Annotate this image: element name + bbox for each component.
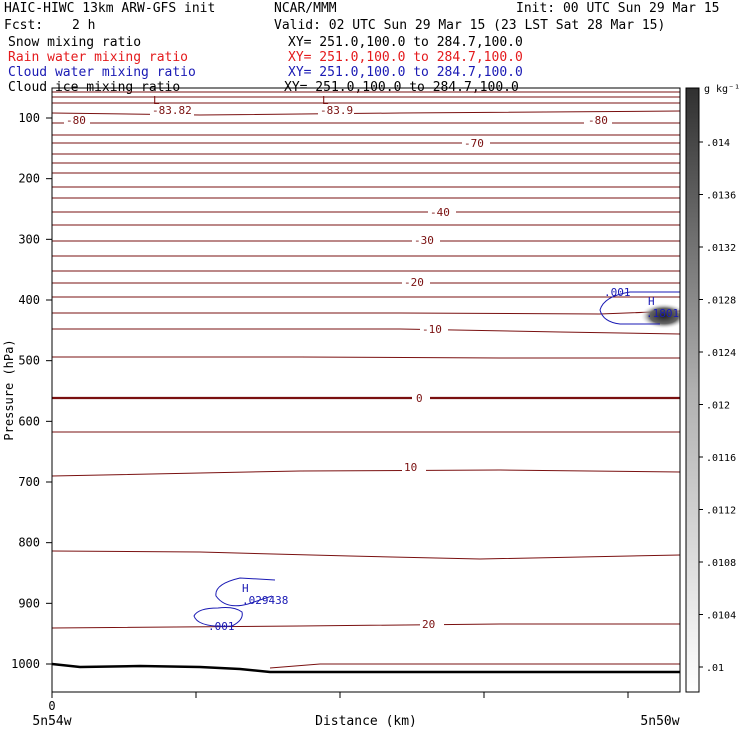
plot-title: HAIC-HIWC 13km ARW-GFS init <box>4 1 216 16</box>
init-time: Init: 00 UTC Sun 29 Mar 15 <box>516 1 720 16</box>
cloud-water-label: .029438 <box>242 594 288 607</box>
x-axis-title: Distance (km) <box>315 714 417 729</box>
colorbar-tick-label: .0136 <box>706 191 736 202</box>
y-tick-label: 700 <box>18 475 40 489</box>
y-tick-label: 300 <box>18 232 40 246</box>
cloud-water-label: .1801 <box>646 307 679 320</box>
field-cloudwater-xy: XY= 251.0,100.0 to 284.7,100.0 <box>288 65 523 80</box>
colorbar-tick-label: .014 <box>706 138 730 149</box>
temperature-label: -80 <box>588 114 608 127</box>
y-tick-label: 900 <box>18 596 40 610</box>
temperature-label: -70 <box>464 137 484 150</box>
y-tick-label: 100 <box>18 111 40 125</box>
temperature-label: -80 <box>66 114 86 127</box>
temperature-label: -40 <box>430 206 450 219</box>
valid-time: Valid: 02 UTC Sun 29 Mar 15 (23 LST Sat … <box>274 18 666 33</box>
plot-frame <box>51 87 681 693</box>
y-axis: 100 200 300 400 500 600 700 800 900 1000 <box>11 111 52 671</box>
temperature-label: 10 <box>404 461 417 474</box>
temperature-label: 0 <box>416 392 423 405</box>
y-tick-label: 800 <box>18 536 40 550</box>
extremum-label: H <box>648 295 655 308</box>
colorbar-tick-label: .0128 <box>706 296 736 307</box>
colorbar-tick-label: .0108 <box>706 558 736 569</box>
colorbar-tick-label: .01 <box>706 663 724 674</box>
terrain-line <box>51 662 680 674</box>
temperature-contour-labels: -80 -83.82 -83.9 -80 -70 -40 -30 -20 -10 0 10 20 <box>66 104 608 631</box>
x-tick-label: 0 <box>48 699 55 713</box>
field-cloudwater-name: Cloud water mixing ratio <box>8 65 196 80</box>
colorbar-tick-label: .0124 <box>706 348 736 359</box>
temperature-label: -83.9 <box>320 104 353 117</box>
extremum-label: L <box>322 94 329 107</box>
temperature-label: -30 <box>414 234 434 247</box>
y-tick-label: 1000 <box>11 657 40 671</box>
colorbar-unit: g kg⁻¹ <box>704 84 740 95</box>
colorbar-tick-label: .0132 <box>706 243 736 254</box>
field-rain-name: Rain water mixing ratio <box>8 50 189 65</box>
org-label: NCAR/MMM <box>274 1 337 16</box>
contour-label-backgrounds <box>64 104 612 630</box>
colorbar <box>685 87 700 693</box>
extremum-label: L <box>153 94 160 107</box>
colorbar-tick-label: .0104 <box>706 611 736 622</box>
x-axis: 0 <box>48 692 629 713</box>
temperature-label: -83.82 <box>152 104 192 117</box>
y-tick-label: 500 <box>18 354 40 368</box>
temperature-contours <box>52 91 680 669</box>
extremum-label: H <box>242 582 249 595</box>
field-snow-xy: XY= 251.0,100.0 to 284.7,100.0 <box>288 35 523 50</box>
x-right-label: 5n50w <box>640 714 679 729</box>
y-tick-label: 600 <box>18 414 40 428</box>
cloud-water-labels: .001 .1801 .029438 .001 <box>208 286 679 633</box>
temperature-label: 20 <box>422 618 435 631</box>
cloud-water-label: .001 <box>208 620 235 633</box>
colorbar-tick-label: .012 <box>706 401 730 412</box>
cloud-water-contours <box>193 291 680 627</box>
extrema-labels: L L H H <box>153 94 655 595</box>
forecast-label: Fcst: <box>4 18 44 33</box>
cloud-ice-maximum <box>640 303 680 329</box>
y-tick-label: 400 <box>18 293 40 307</box>
y-axis-title: Pressure (hPa) <box>2 339 16 440</box>
y-tick-label: 200 <box>18 172 40 186</box>
colorbar-tick-label: .0116 <box>706 453 736 464</box>
field-snow-name: Snow mixing ratio <box>8 35 142 50</box>
cloud-water-label: .001 <box>604 286 631 299</box>
colorbar-ticks: .014 .0136 .0132 .0128 .0124 .012 .0116 .0112 .0… <box>699 138 736 674</box>
x-left-label: 5n54w <box>32 714 71 729</box>
temperature-label: -10 <box>422 323 442 336</box>
colorbar-tick-label: .0112 <box>706 506 736 517</box>
temperature-label: -20 <box>404 276 424 289</box>
field-rain-xy: XY= 251.0,100.0 to 284.7,100.0 <box>288 50 523 65</box>
forecast-hour: 2 h <box>72 18 96 33</box>
